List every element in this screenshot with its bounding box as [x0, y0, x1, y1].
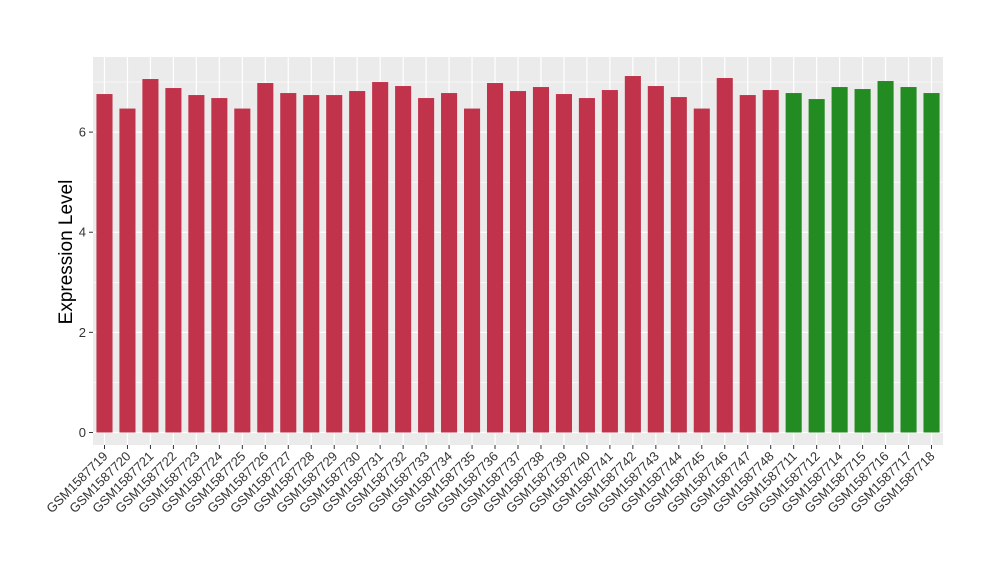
bar-gsm1587724 — [211, 98, 228, 433]
bar-gsm1587718 — [923, 93, 940, 433]
y-tick-label: 0 — [79, 425, 86, 440]
bar-gsm1587722 — [165, 88, 182, 433]
bar-gsm1587727 — [280, 93, 297, 433]
bar-gsm1587717 — [900, 87, 917, 433]
bar-gsm1587723 — [188, 95, 205, 433]
y-axis: 0 2 4 6 — [79, 125, 93, 440]
bar-gsm1587715 — [854, 89, 871, 433]
bar-gsm1587720 — [119, 108, 136, 433]
bar-gsm1587743 — [647, 86, 664, 433]
y-tick-label: 4 — [79, 225, 86, 240]
bar-gsm1587725 — [234, 108, 251, 433]
bar-gsm1587734 — [441, 93, 458, 433]
bar-gsm1587744 — [670, 97, 687, 433]
bar-gsm1587747 — [739, 95, 756, 433]
bar-gsm1587719 — [96, 94, 113, 433]
bar-gsm1587746 — [716, 78, 733, 433]
x-axis: GSM1587719GSM1587720GSM1587721GSM1587722… — [43, 445, 938, 516]
bar-gsm1587740 — [578, 98, 595, 433]
bar-gsm1587726 — [257, 83, 274, 433]
bar-gsm1587739 — [555, 94, 572, 433]
bar-gsm1587742 — [624, 76, 641, 433]
y-axis-title: Expression Level — [56, 180, 77, 325]
bar-gsm1587748 — [762, 90, 779, 433]
y-tick-label: 6 — [79, 125, 86, 140]
bar-gsm1587737 — [509, 91, 527, 433]
bar-gsm1587721 — [142, 79, 159, 433]
bar-gsm1587732 — [395, 86, 412, 433]
bar-gsm1587729 — [326, 95, 343, 433]
bar-gsm1587714 — [831, 87, 848, 433]
bar-gsm1587741 — [601, 90, 618, 433]
bar-gsm1587733 — [418, 98, 435, 433]
bar-gsm1587745 — [693, 108, 710, 433]
bar-gsm1587730 — [349, 91, 366, 433]
bar-gsm1587736 — [486, 83, 504, 433]
bars — [96, 76, 940, 433]
bar-gsm1587735 — [464, 108, 481, 433]
bar-gsm1587728 — [303, 95, 320, 433]
y-tick-label: 2 — [79, 325, 86, 340]
bar-gsm1587711 — [785, 93, 802, 433]
bar-gsm1587716 — [877, 81, 894, 433]
bar-gsm1587731 — [372, 82, 389, 433]
bar-gsm1587738 — [532, 87, 550, 433]
bar-gsm1587712 — [808, 99, 825, 433]
